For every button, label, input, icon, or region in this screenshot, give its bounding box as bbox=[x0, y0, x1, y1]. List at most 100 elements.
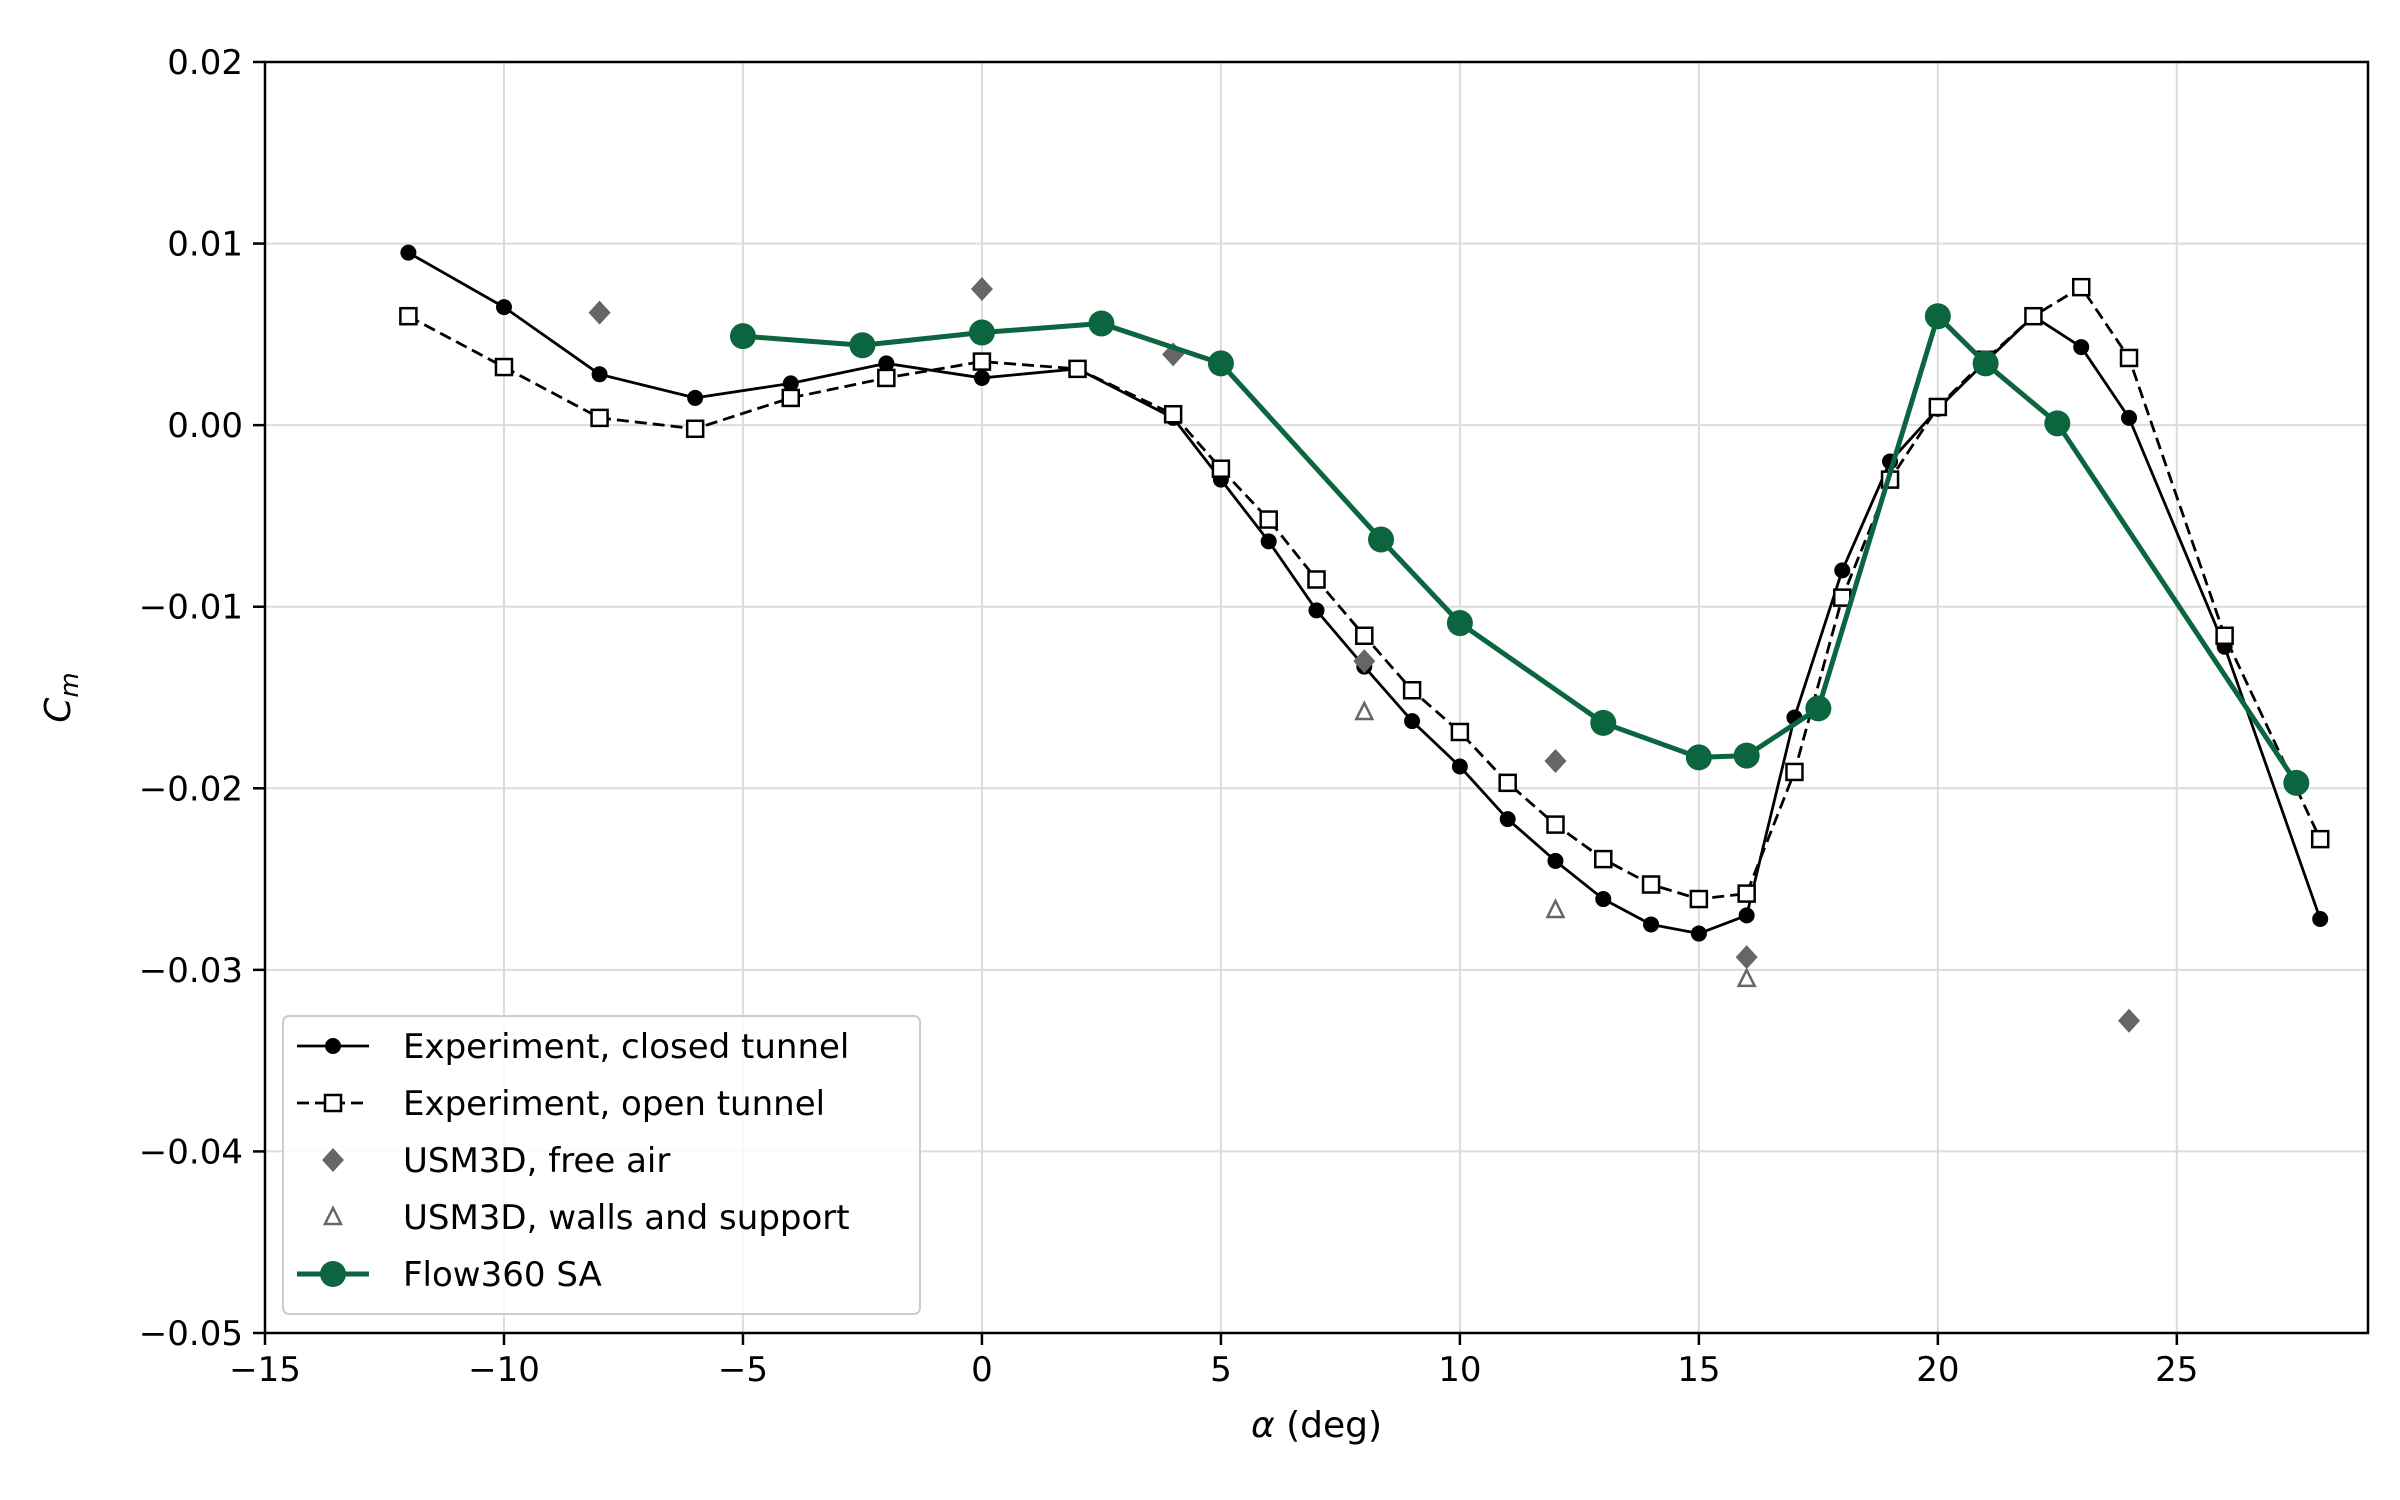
data-point bbox=[2119, 348, 2139, 368]
data-point bbox=[1544, 749, 1567, 774]
plot-frame bbox=[263, 60, 2370, 1335]
data-point bbox=[2118, 1008, 2141, 1033]
data-point bbox=[1594, 849, 1613, 869]
data-point bbox=[1088, 310, 1115, 337]
y-axis-symbol: C bbox=[38, 697, 79, 723]
data-point bbox=[1928, 397, 1948, 417]
data-point bbox=[782, 375, 799, 392]
x-tick-label: −5 bbox=[718, 1350, 768, 1390]
data-point bbox=[972, 352, 992, 371]
x-tick-label: 20 bbox=[1916, 1350, 1959, 1390]
data-point bbox=[1211, 459, 1231, 478]
data-point bbox=[400, 244, 417, 261]
data-point bbox=[1307, 570, 1326, 589]
data-point bbox=[1068, 359, 1087, 379]
data-point bbox=[1738, 907, 1755, 924]
data-point bbox=[1690, 925, 1707, 942]
legend-marker bbox=[322, 1205, 344, 1226]
legend-label: USM3D, free air bbox=[403, 1141, 670, 1181]
data-point bbox=[1353, 649, 1376, 674]
data-point bbox=[1450, 722, 1470, 742]
data-point bbox=[970, 276, 993, 301]
legend-item: USM3D, walls and support bbox=[322, 1198, 850, 1238]
data-point bbox=[1259, 510, 1278, 529]
series-layer bbox=[399, 244, 2330, 1033]
data-point bbox=[849, 332, 876, 359]
legend-marker bbox=[320, 1261, 346, 1287]
data-point bbox=[495, 299, 512, 316]
x-tick-label: 5 bbox=[1210, 1350, 1232, 1390]
data-point bbox=[2215, 626, 2234, 646]
series-line bbox=[407, 285, 2322, 901]
data-point bbox=[1498, 773, 1517, 793]
y-tick-label: −0.01 bbox=[139, 588, 243, 628]
legend-marker bbox=[325, 1038, 341, 1054]
data-point bbox=[1547, 852, 1564, 869]
data-point bbox=[1805, 695, 1832, 722]
data-point bbox=[1446, 610, 1473, 637]
data-point bbox=[1207, 350, 1234, 377]
y-axis-label: Cm bbox=[38, 672, 85, 722]
data-point bbox=[494, 357, 514, 377]
data-point bbox=[685, 419, 705, 439]
x-tick-label: 15 bbox=[1677, 1350, 1720, 1390]
data-point bbox=[1404, 713, 1421, 730]
data-point bbox=[2312, 911, 2329, 928]
data-point bbox=[1641, 875, 1661, 894]
data-point bbox=[2044, 410, 2071, 437]
axis-ticks: −15 −10 −5 0 5 10 15 20 25 0.02 0.01 0.00 −0.01 −0.02… bbox=[139, 43, 2199, 1390]
data-point bbox=[973, 369, 990, 386]
data-point bbox=[1545, 898, 1566, 919]
x-tick-label: 0 bbox=[971, 1350, 993, 1390]
y-axis-subscript: m bbox=[55, 672, 85, 697]
data-point bbox=[2283, 769, 2310, 796]
x-tick-label: 25 bbox=[2155, 1350, 2198, 1390]
data-point bbox=[1643, 916, 1660, 933]
data-point bbox=[1685, 744, 1712, 771]
data-point bbox=[1689, 889, 1709, 909]
x-tick-label: 10 bbox=[1438, 1350, 1481, 1390]
legend-box bbox=[282, 1015, 921, 1315]
data-point bbox=[1355, 626, 1374, 646]
data-point bbox=[590, 408, 609, 428]
data-point bbox=[399, 306, 418, 326]
legend-marker bbox=[323, 1093, 343, 1113]
data-point bbox=[729, 323, 756, 350]
data-point bbox=[1163, 404, 1183, 424]
data-point bbox=[1736, 967, 1757, 988]
series-4 bbox=[729, 303, 2310, 796]
y-tick-label: −0.03 bbox=[139, 951, 243, 991]
legend-item: Flow360 SA bbox=[297, 1255, 602, 1295]
legend-label: USM3D, walls and support bbox=[403, 1198, 850, 1238]
data-point bbox=[1260, 533, 1277, 550]
data-point bbox=[1595, 891, 1612, 908]
data-point bbox=[781, 388, 800, 408]
y-tick-label: −0.05 bbox=[139, 1314, 243, 1354]
series-0 bbox=[400, 244, 2329, 942]
data-point bbox=[1785, 762, 1804, 782]
data-point bbox=[1308, 602, 1325, 619]
x-tick-label: −15 bbox=[229, 1350, 301, 1390]
legend-marker bbox=[322, 1148, 344, 1172]
legend-item: USM3D, free air bbox=[322, 1141, 670, 1181]
data-point bbox=[2310, 829, 2330, 849]
data-point bbox=[1737, 884, 1756, 903]
data-point bbox=[1733, 742, 1760, 769]
legend-item: Experiment, open tunnel bbox=[297, 1084, 825, 1124]
data-point bbox=[1451, 758, 1468, 775]
data-point bbox=[968, 319, 995, 346]
series-line bbox=[742, 313, 2299, 785]
y-tick-label: 0.01 bbox=[167, 225, 243, 265]
data-point bbox=[591, 366, 608, 383]
x-axis-symbol: α bbox=[1251, 1405, 1275, 1446]
legend: Experiment, closed tunnel Experiment, ope… bbox=[282, 1015, 921, 1315]
data-point bbox=[1546, 815, 1565, 834]
data-point bbox=[687, 389, 704, 406]
data-point bbox=[588, 300, 611, 325]
legend-label: Experiment, open tunnel bbox=[403, 1084, 825, 1124]
data-point bbox=[1735, 945, 1758, 970]
y-tick-label: 0.00 bbox=[167, 406, 243, 446]
data-point bbox=[1402, 680, 1422, 700]
data-point bbox=[2071, 277, 2091, 297]
